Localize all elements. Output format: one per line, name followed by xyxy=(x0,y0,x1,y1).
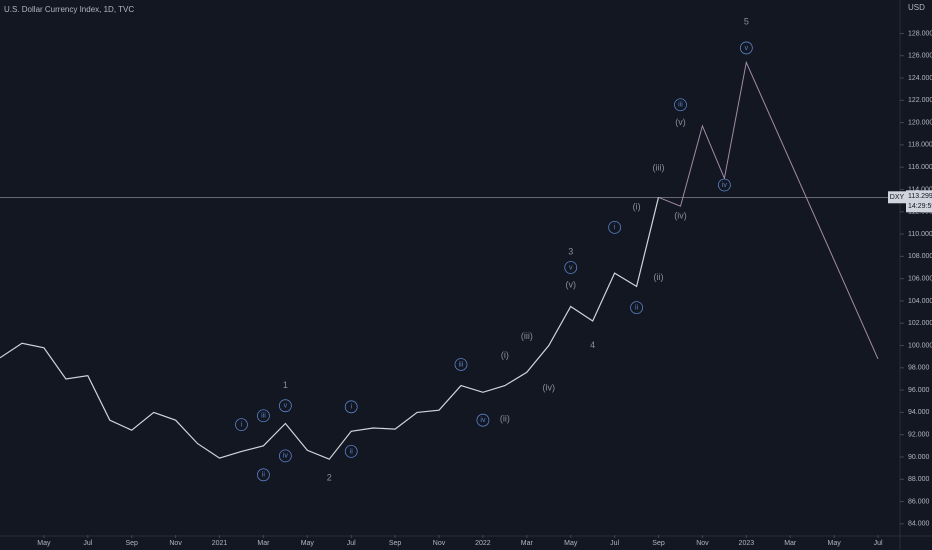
wave-label: (v) xyxy=(675,117,686,127)
y-tick-label: 86.000 xyxy=(908,498,930,505)
y-tick-label: 102.000 xyxy=(908,320,932,327)
x-tick-label: May xyxy=(37,540,51,547)
y-tick-label: 122.000 xyxy=(908,97,932,104)
chart-title: U.S. Dollar Currency Index, 1D, TVC xyxy=(4,5,134,14)
wave-label: i xyxy=(614,224,616,231)
x-tick-label: May xyxy=(828,540,842,547)
x-tick-label: May xyxy=(564,540,578,547)
wave-label: i xyxy=(241,422,243,429)
price-line xyxy=(0,197,660,460)
wave-label: (ii) xyxy=(500,413,510,423)
y-tick-label: 88.000 xyxy=(908,476,930,483)
wave-label-circle xyxy=(476,413,490,427)
last-price-tag xyxy=(906,190,932,213)
x-tick-label: 2023 xyxy=(739,540,755,547)
x-tick-label: Mar xyxy=(257,540,270,547)
x-tick-label: 2022 xyxy=(475,540,491,547)
wave-label: (i) xyxy=(633,202,641,212)
wave-label-circle xyxy=(717,178,731,192)
y-tick-label: 96.000 xyxy=(908,387,930,394)
y-tick-label: 92.000 xyxy=(908,432,930,439)
wave-label: iv xyxy=(722,182,728,189)
wave-label: (v) xyxy=(565,280,576,290)
y-tick-label: 100.000 xyxy=(908,342,932,349)
wave-label-circle xyxy=(608,220,622,234)
wave-label: ii xyxy=(262,472,266,479)
y-tick-label: 126.000 xyxy=(908,53,932,60)
wave-label: (iii) xyxy=(653,163,665,173)
y-axis-label: USD xyxy=(908,3,925,12)
wave-label: iv xyxy=(480,417,486,424)
y-tick-label: 114.000 xyxy=(908,186,932,193)
y-tick-label: 90.000 xyxy=(908,454,930,461)
x-tick-label: Sep xyxy=(652,540,665,547)
y-tick-label: 104.000 xyxy=(908,298,932,305)
x-tick-label: 2021 xyxy=(212,540,228,547)
x-tick-label: Sep xyxy=(389,540,402,547)
wave-label: (ii) xyxy=(654,272,664,282)
y-tick-label: 108.000 xyxy=(908,253,932,260)
wave-label-circle xyxy=(235,418,248,432)
wave-label: ii xyxy=(350,448,354,455)
wave-label: (iv) xyxy=(674,211,687,221)
x-tick-label: May xyxy=(301,540,315,547)
wave-label: 2 xyxy=(327,473,332,483)
y-tick-label: 110.000 xyxy=(908,231,932,238)
countdown-label: 14:29:59 xyxy=(908,203,932,210)
symbol-label: DXY xyxy=(890,194,905,201)
wave-label-circle xyxy=(564,261,578,274)
wave-label-circle xyxy=(454,358,468,371)
y-tick-label: 124.000 xyxy=(908,75,932,82)
wave-label: (i) xyxy=(501,350,509,360)
y-tick-label: 98.000 xyxy=(908,365,930,372)
wave-label: 4 xyxy=(590,340,595,350)
wave-label-circle xyxy=(344,400,358,414)
x-tick-label: Nov xyxy=(433,540,446,547)
x-tick-label: Nov xyxy=(696,540,709,547)
last-price-label: 113.299 xyxy=(908,193,932,200)
wave-label: i xyxy=(350,404,352,411)
wave-label-circle xyxy=(344,445,358,458)
wave-label: 1 xyxy=(283,380,288,390)
x-tick-label: Mar xyxy=(521,540,534,547)
wave-label-circle xyxy=(278,449,292,463)
wave-label: ii xyxy=(635,304,639,311)
wave-label: (iii) xyxy=(521,331,533,341)
wave-label: v xyxy=(569,264,573,271)
wave-label: 5 xyxy=(744,17,749,27)
projection-line xyxy=(658,60,879,360)
y-tick-label: 84.000 xyxy=(908,521,930,528)
wave-label-circle xyxy=(257,468,270,482)
x-tick-label: Jul xyxy=(610,540,619,547)
wave-label-circle xyxy=(674,98,687,112)
x-tick-label: Sep xyxy=(125,540,138,547)
wave-label-circle xyxy=(257,409,270,423)
wave-label-circle xyxy=(630,301,643,315)
y-tick-label: 120.000 xyxy=(908,119,932,126)
y-tick-label: 94.000 xyxy=(908,409,930,416)
y-tick-label: 116.000 xyxy=(908,164,932,171)
x-tick-label: Jul xyxy=(347,540,356,547)
symbol-tag xyxy=(888,191,906,204)
y-tick-label: 106.000 xyxy=(908,275,932,282)
x-tick-label: Nov xyxy=(169,540,182,547)
y-tick-label: 118.000 xyxy=(908,142,932,149)
wave-label: iii xyxy=(459,361,464,368)
wave-label: (iv) xyxy=(543,382,556,392)
x-tick-label: Jul xyxy=(83,540,92,547)
y-tick-label: 128.000 xyxy=(908,30,932,37)
wave-label: v xyxy=(284,403,288,410)
x-tick-label: Jul xyxy=(874,540,883,547)
wave-label: 3 xyxy=(568,246,573,256)
wave-label-circle xyxy=(739,41,753,55)
wave-label-circle xyxy=(278,399,292,413)
x-tick-label: Mar xyxy=(784,540,797,547)
wave-label: iii xyxy=(261,413,266,420)
wave-label: iv xyxy=(283,453,289,460)
wave-label: iii xyxy=(678,102,683,109)
wave-label: v xyxy=(745,45,749,52)
